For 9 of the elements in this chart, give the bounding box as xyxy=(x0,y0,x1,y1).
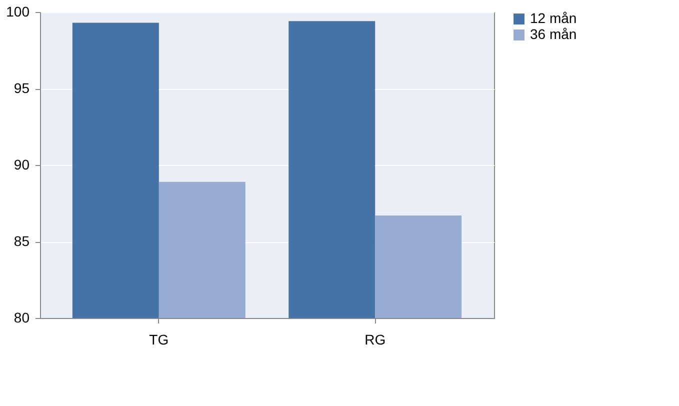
x-tick-label: RG xyxy=(364,332,386,348)
y-tick-label: 95 xyxy=(14,80,30,96)
y-tick-label: 80 xyxy=(14,310,30,326)
y-tick-label: 100 xyxy=(6,4,30,20)
y-tick-label: 85 xyxy=(14,233,30,249)
legend-label: 36 mån xyxy=(530,26,577,42)
legend-label: 12 mån xyxy=(530,10,577,26)
y-tick-label: 90 xyxy=(14,156,30,172)
x-tick-label: TG xyxy=(149,332,169,348)
